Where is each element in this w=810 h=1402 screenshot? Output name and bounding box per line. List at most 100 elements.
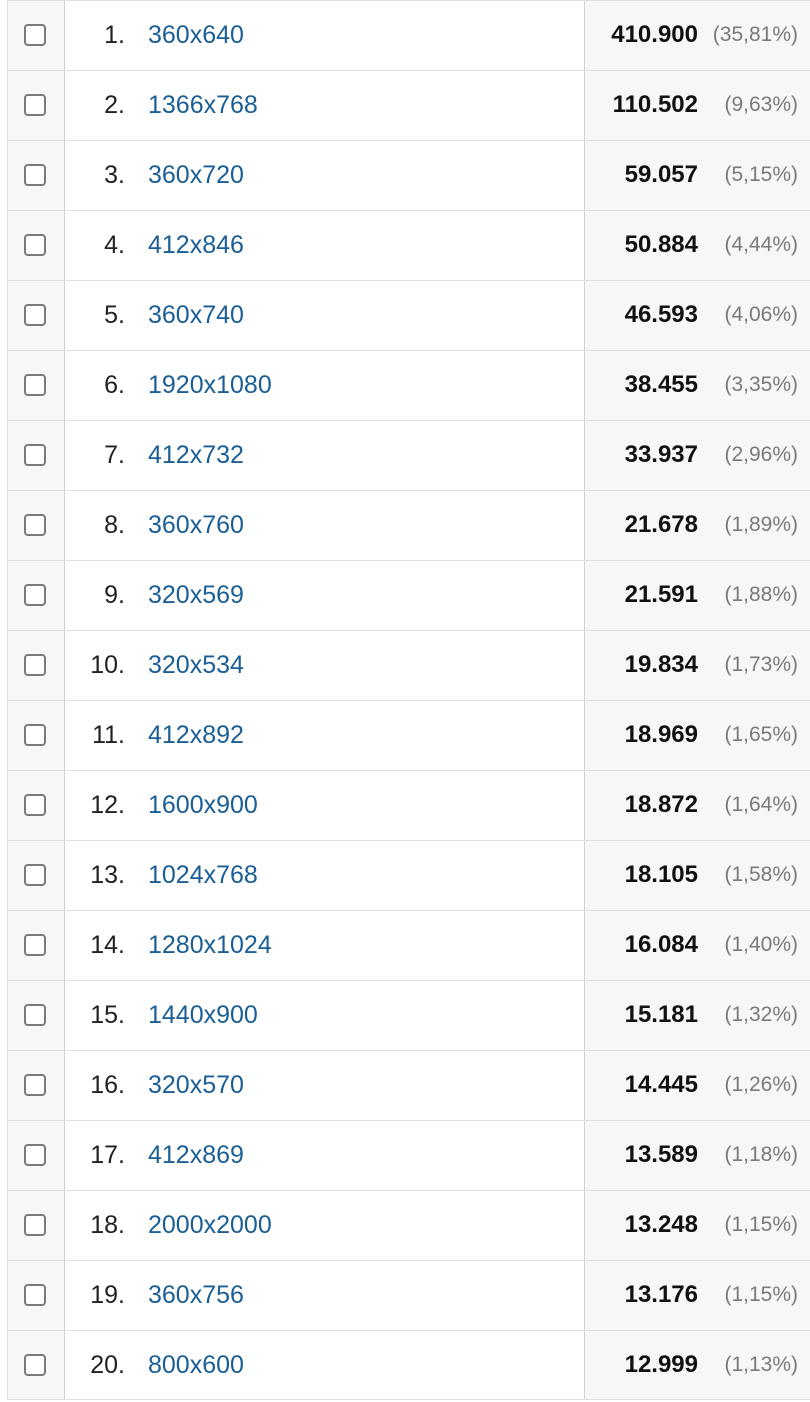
row-rank: 16. xyxy=(90,1071,125,1099)
checkbox-cell xyxy=(7,141,65,210)
row-checkbox[interactable] xyxy=(24,94,46,116)
table-row: 2. 1366x768 110.502 (9,63%) xyxy=(7,70,810,140)
metric-cell: 19.834 (1,73%) xyxy=(584,631,810,700)
metric-cell: 12.999 (1,13%) xyxy=(584,1331,810,1399)
row-rank: 9. xyxy=(104,581,125,609)
resolution-link[interactable]: 1024x768 xyxy=(148,861,258,889)
row-rank: 17. xyxy=(90,1141,125,1169)
row-rank: 1. xyxy=(104,21,125,49)
checkbox-cell xyxy=(7,421,65,490)
row-checkbox[interactable] xyxy=(24,164,46,186)
row-checkbox[interactable] xyxy=(24,304,46,326)
row-checkbox[interactable] xyxy=(24,514,46,536)
metric-value: 21.678 xyxy=(624,511,698,538)
resolution-link[interactable]: 2000x2000 xyxy=(148,1211,272,1239)
table-left-margin xyxy=(0,0,7,1402)
row-checkbox[interactable] xyxy=(24,1144,46,1166)
row-checkbox[interactable] xyxy=(24,1004,46,1026)
row-checkbox[interactable] xyxy=(24,934,46,956)
table-row: 7. 412x732 33.937 (2,96%) xyxy=(7,420,810,490)
resolution-link[interactable]: 1280x1024 xyxy=(148,931,272,959)
metric-percent: (1,64%) xyxy=(724,793,798,816)
metric-value: 18.105 xyxy=(624,861,698,888)
resolution-link[interactable]: 1600x900 xyxy=(148,791,258,819)
row-checkbox[interactable] xyxy=(24,374,46,396)
row-checkbox[interactable] xyxy=(24,24,46,46)
row-checkbox[interactable] xyxy=(24,444,46,466)
resolution-link[interactable]: 800x600 xyxy=(148,1351,244,1379)
table-row: 15. 1440x900 15.181 (1,32%) xyxy=(7,980,810,1050)
metric-percent: (9,63%) xyxy=(724,93,798,116)
table-row: 17. 412x869 13.589 (1,18%) xyxy=(7,1120,810,1190)
row-checkbox[interactable] xyxy=(24,1354,46,1376)
table-row: 8. 360x760 21.678 (1,89%) xyxy=(7,490,810,560)
row-rank: 2. xyxy=(104,91,125,119)
row-checkbox[interactable] xyxy=(24,794,46,816)
row-checkbox[interactable] xyxy=(24,584,46,606)
table-row: 3. 360x720 59.057 (5,15%) xyxy=(7,140,810,210)
resolution-link[interactable]: 1920x1080 xyxy=(148,371,272,399)
metric-percent: (5,15%) xyxy=(724,163,798,186)
metric-cell: 14.445 (1,26%) xyxy=(584,1051,810,1120)
metric-cell: 13.176 (1,15%) xyxy=(584,1261,810,1330)
resolution-link[interactable]: 320x570 xyxy=(148,1071,244,1099)
row-rank: 15. xyxy=(90,1001,125,1029)
metric-percent: (1,13%) xyxy=(724,1353,798,1376)
row-rank: 10. xyxy=(90,651,125,679)
metric-percent: (2,96%) xyxy=(724,443,798,466)
resolution-link[interactable]: 412x869 xyxy=(148,1141,244,1169)
metric-value: 15.181 xyxy=(624,1001,698,1028)
resolution-link[interactable]: 360x640 xyxy=(148,21,244,49)
resolution-link[interactable]: 360x740 xyxy=(148,301,244,329)
metric-value: 50.884 xyxy=(624,231,698,258)
metric-cell: 21.591 (1,88%) xyxy=(584,561,810,630)
metric-cell: 18.105 (1,58%) xyxy=(584,841,810,910)
metric-percent: (1,73%) xyxy=(724,653,798,676)
resolution-link[interactable]: 320x569 xyxy=(148,581,244,609)
metric-value: 33.937 xyxy=(624,441,698,468)
row-rank: 3. xyxy=(104,161,125,189)
row-checkbox[interactable] xyxy=(24,1074,46,1096)
metric-value: 13.248 xyxy=(624,1211,698,1238)
table-row: 9. 320x569 21.591 (1,88%) xyxy=(7,560,810,630)
resolution-link[interactable]: 1366x768 xyxy=(148,91,258,119)
row-checkbox[interactable] xyxy=(24,1284,46,1306)
table-row: 4. 412x846 50.884 (4,44%) xyxy=(7,210,810,280)
table-row: 11. 412x892 18.969 (1,65%) xyxy=(7,700,810,770)
metric-value: 12.999 xyxy=(624,1351,698,1378)
row-rank: 8. xyxy=(104,511,125,539)
table-row: 10. 320x534 19.834 (1,73%) xyxy=(7,630,810,700)
metric-value: 14.445 xyxy=(624,1071,698,1098)
row-checkbox[interactable] xyxy=(24,234,46,256)
metric-percent: (35,81%) xyxy=(712,23,798,46)
metric-value: 19.834 xyxy=(624,651,698,678)
resolution-link[interactable]: 1440x900 xyxy=(148,1001,258,1029)
metric-cell: 16.084 (1,40%) xyxy=(584,911,810,980)
resolution-link[interactable]: 360x756 xyxy=(148,1281,244,1309)
metric-percent: (4,06%) xyxy=(724,303,798,326)
resolution-link[interactable]: 320x534 xyxy=(148,651,244,679)
table-row: 5. 360x740 46.593 (4,06%) xyxy=(7,280,810,350)
table-row: 18. 2000x2000 13.248 (1,15%) xyxy=(7,1190,810,1260)
metric-percent: (1,65%) xyxy=(724,723,798,746)
resolution-link[interactable]: 412x846 xyxy=(148,231,244,259)
resolution-link[interactable]: 360x720 xyxy=(148,161,244,189)
row-checkbox[interactable] xyxy=(24,724,46,746)
metric-value: 18.872 xyxy=(624,791,698,818)
checkbox-cell xyxy=(7,771,65,840)
metric-cell: 21.678 (1,89%) xyxy=(584,491,810,560)
resolution-link[interactable]: 412x892 xyxy=(148,721,244,749)
table-row: 19. 360x756 13.176 (1,15%) xyxy=(7,1260,810,1330)
metric-value: 110.502 xyxy=(612,91,698,118)
row-checkbox[interactable] xyxy=(24,654,46,676)
row-checkbox[interactable] xyxy=(24,1214,46,1236)
checkbox-cell xyxy=(7,911,65,980)
row-rank: 19. xyxy=(90,1281,125,1309)
resolution-link[interactable]: 360x760 xyxy=(148,511,244,539)
checkbox-cell xyxy=(7,351,65,420)
metric-cell: 13.248 (1,15%) xyxy=(584,1191,810,1260)
resolution-link[interactable]: 412x732 xyxy=(148,441,244,469)
checkbox-cell xyxy=(7,1,65,70)
row-checkbox[interactable] xyxy=(24,864,46,886)
table-row: 16. 320x570 14.445 (1,26%) xyxy=(7,1050,810,1120)
